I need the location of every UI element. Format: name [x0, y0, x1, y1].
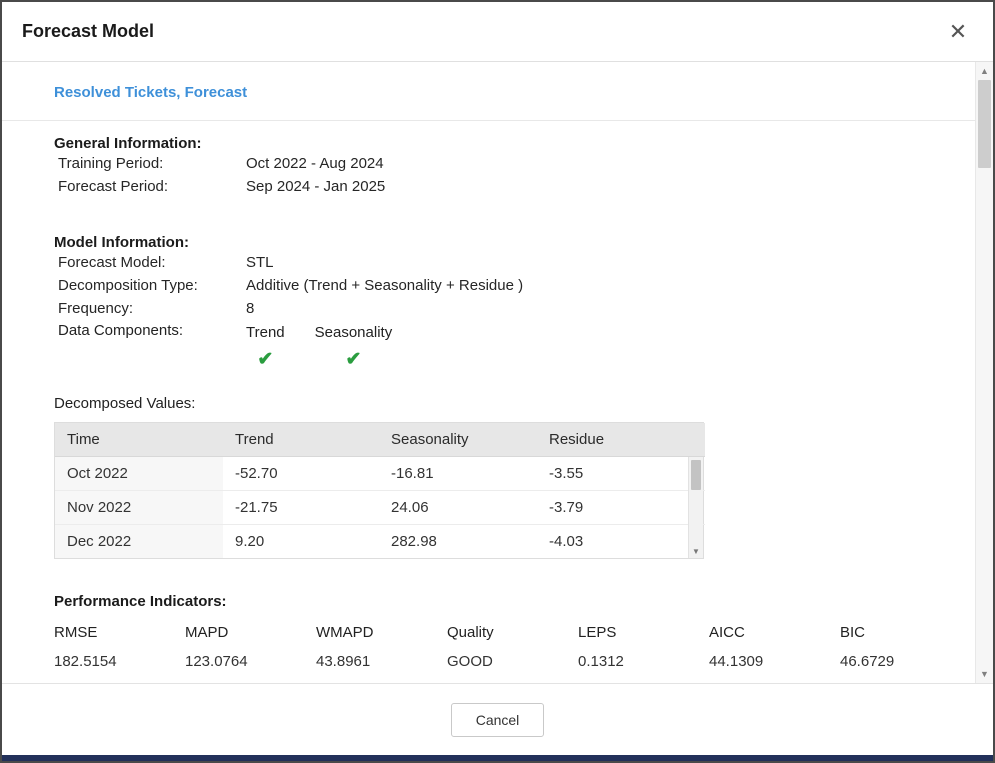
seasonality-check-icon: ✔	[345, 350, 361, 369]
metric-value: GOOD	[447, 653, 578, 670]
decomposition-type-value: Additive (Trend + Seasonality + Residue …	[246, 277, 523, 294]
metric-bic: BIC 46.6729	[840, 624, 894, 670]
column-header-time: Time	[55, 423, 223, 457]
cell-time: Nov 2022	[55, 491, 223, 525]
trend-check-icon: ✔	[257, 350, 273, 369]
dialog-header: Forecast Model ✕	[2, 2, 993, 62]
cell-trend: -21.75	[223, 491, 379, 525]
metric-mapd: MAPD 123.0764	[185, 624, 316, 670]
forecast-model-value: STL	[246, 254, 274, 271]
table-row: Nov 2022 -21.75 24.06 -3.79	[55, 491, 705, 525]
metric-label: AICC	[709, 624, 840, 641]
close-icon[interactable]: ✕	[943, 17, 973, 47]
cell-seasonality: -16.81	[379, 457, 537, 491]
metric-value: 46.6729	[840, 653, 894, 670]
general-information-heading: General Information:	[54, 135, 923, 152]
table-scrollbar[interactable]: ▼	[688, 457, 703, 558]
decomposed-values-heading: Decomposed Values:	[54, 395, 923, 412]
decomposed-values-table: Time Trend Seasonality Residue Oct 2022 …	[54, 422, 704, 559]
decomposition-type-label: Decomposition Type:	[54, 277, 246, 294]
forecast-model-label: Forecast Model:	[54, 254, 246, 271]
metric-value: 123.0764	[185, 653, 316, 670]
dialog-scrollbar[interactable]: ▲ ▼	[975, 62, 993, 683]
metric-quality: Quality GOOD	[447, 624, 578, 670]
metric-value: 44.1309	[709, 653, 840, 670]
frequency-value: 8	[246, 300, 254, 317]
table-header-row: Time Trend Seasonality Residue	[55, 423, 705, 457]
table-row: Oct 2022 -52.70 -16.81 -3.55	[55, 457, 705, 491]
report-link-row: Resolved Tickets, Forecast	[2, 62, 993, 121]
cell-seasonality: 24.06	[379, 491, 537, 525]
metric-label: MAPD	[185, 624, 316, 641]
dialog-content: Resolved Tickets, Forecast General Infor…	[2, 62, 993, 683]
training-period-value: Oct 2022 - Aug 2024	[246, 155, 384, 172]
decomposition-type-row: Decomposition Type: Additive (Trend + Se…	[54, 274, 923, 297]
column-header-trend: Trend	[223, 423, 379, 457]
component-trend-label: Trend	[246, 324, 285, 341]
component-seasonality-label: Seasonality	[315, 324, 393, 341]
cancel-button[interactable]: Cancel	[451, 703, 545, 737]
component-trend: Trend ✔	[246, 322, 285, 369]
cell-residue: -3.79	[537, 491, 705, 525]
cell-time: Dec 2022	[55, 525, 223, 559]
metric-aicc: AICC 44.1309	[709, 624, 840, 670]
metric-label: RMSE	[54, 624, 185, 641]
training-period-label: Training Period:	[54, 155, 246, 172]
cell-time: Oct 2022	[55, 457, 223, 491]
metric-value: 0.1312	[578, 653, 709, 670]
general-information-section: General Information: Training Period: Oc…	[54, 135, 923, 198]
metric-rmse: RMSE 182.5154	[54, 624, 185, 670]
forecast-period-row: Forecast Period: Sep 2024 - Jan 2025	[54, 175, 923, 198]
metric-leps: LEPS 0.1312	[578, 624, 709, 670]
model-information-heading: Model Information:	[54, 234, 923, 251]
bottom-strip	[2, 755, 993, 761]
forecast-model-dialog: Forecast Model ✕ Resolved Tickets, Forec…	[0, 0, 995, 763]
forecast-period-value: Sep 2024 - Jan 2025	[246, 178, 385, 195]
frequency-label: Frequency:	[54, 300, 246, 317]
cell-residue: -4.03	[537, 525, 705, 559]
table-scroll-down-icon[interactable]: ▼	[689, 547, 703, 556]
table-row: Dec 2022 9.20 282.98 -4.03	[55, 525, 705, 559]
dialog-footer: Cancel	[2, 683, 993, 755]
forecast-period-label: Forecast Period:	[54, 178, 246, 195]
data-components-row: Data Components: Trend ✔ Seasonality ✔	[54, 322, 923, 369]
component-seasonality: Seasonality ✔	[315, 322, 393, 369]
data-components-label: Data Components:	[54, 322, 246, 369]
table-scrollbar-thumb[interactable]	[691, 460, 701, 490]
cell-trend: 9.20	[223, 525, 379, 559]
report-link[interactable]: Resolved Tickets, Forecast	[54, 84, 247, 101]
dialog-scrollbar-thumb[interactable]	[978, 80, 991, 168]
metric-wmapd: WMAPD 43.8961	[316, 624, 447, 670]
cell-seasonality: 282.98	[379, 525, 537, 559]
cell-trend: -52.70	[223, 457, 379, 491]
metric-value: 182.5154	[54, 653, 185, 670]
metric-label: WMAPD	[316, 624, 447, 641]
metric-label: Quality	[447, 624, 578, 641]
dialog-title: Forecast Model	[22, 21, 154, 42]
column-header-residue: Residue	[537, 423, 705, 457]
performance-indicators-heading: Performance Indicators:	[54, 593, 923, 610]
frequency-row: Frequency: 8	[54, 297, 923, 320]
forecast-model-row: Forecast Model: STL	[54, 251, 923, 274]
cell-residue: -3.55	[537, 457, 705, 491]
model-information-section: Model Information: Forecast Model: STL D…	[54, 234, 923, 369]
metric-label: LEPS	[578, 624, 709, 641]
metric-label: BIC	[840, 624, 894, 641]
metric-value: 43.8961	[316, 653, 447, 670]
scroll-down-icon[interactable]: ▼	[976, 669, 993, 679]
column-header-seasonality: Seasonality	[379, 423, 537, 457]
training-period-row: Training Period: Oct 2022 - Aug 2024	[54, 152, 923, 175]
performance-metrics-row: RMSE 182.5154 MAPD 123.0764 WMAPD 43.896…	[54, 624, 923, 670]
scroll-up-icon[interactable]: ▲	[976, 66, 993, 76]
